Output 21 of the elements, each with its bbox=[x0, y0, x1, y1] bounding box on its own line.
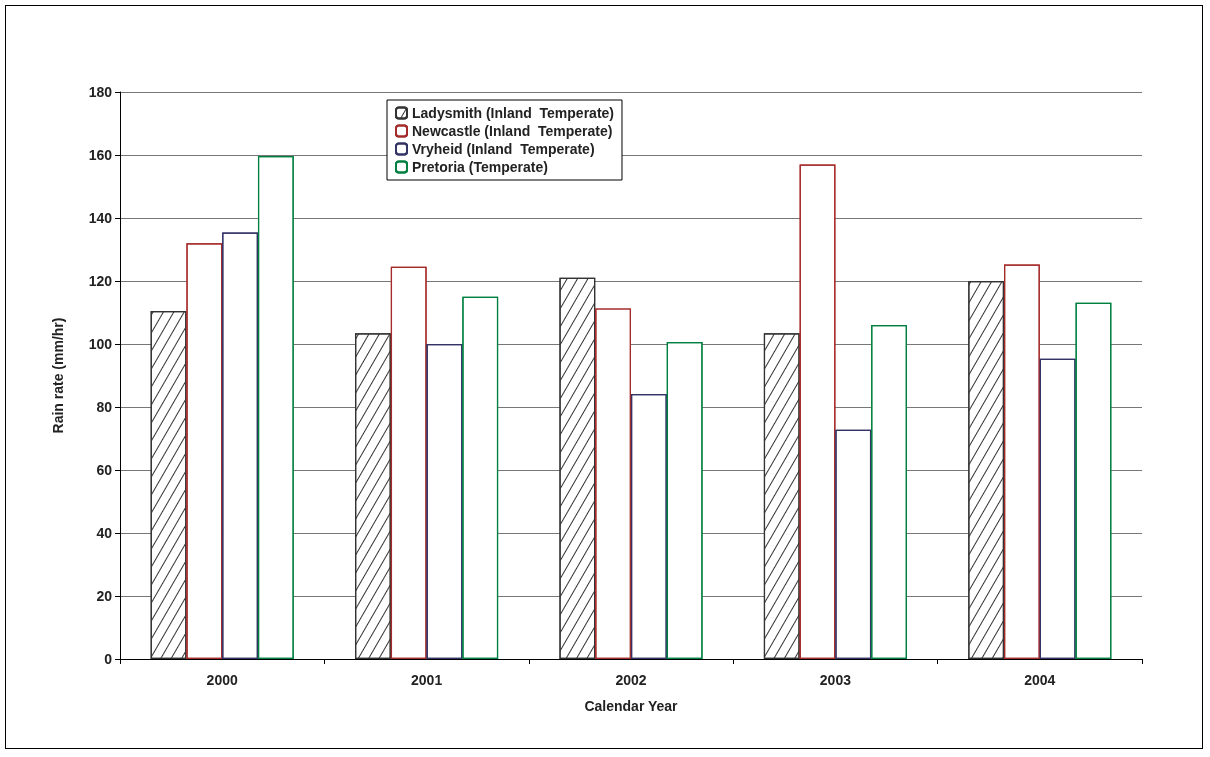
y-tick-label: 140 bbox=[88, 210, 113, 226]
y-tick-label: 40 bbox=[96, 525, 113, 541]
x-tick-label: 2004 bbox=[1024, 672, 1056, 688]
x-axis-title: Calendar Year bbox=[584, 698, 679, 714]
x-tick-label: 2002 bbox=[615, 672, 647, 688]
legend-label: Pretoria (Temperate) bbox=[412, 159, 548, 175]
x-tick-label: 2001 bbox=[411, 672, 443, 688]
y-tick-label: 0 bbox=[104, 651, 113, 667]
y-tick-label: 160 bbox=[88, 147, 113, 163]
x-tick-label: 2000 bbox=[206, 672, 238, 688]
legend-label: Newcastle (Inland Temperate) bbox=[412, 123, 613, 139]
y-tick-label: 80 bbox=[96, 399, 113, 415]
y-axis-title: Rain rate (mm/hr) bbox=[50, 317, 66, 434]
y-tick-label: 100 bbox=[88, 336, 113, 352]
y-tick-label: 60 bbox=[96, 462, 113, 478]
legend-label: Vryheid (Inland Temperate) bbox=[412, 141, 595, 157]
legend-label: Ladysmith (Inland Temperate) bbox=[412, 105, 614, 121]
y-tick-label: 120 bbox=[88, 273, 113, 289]
y-tick-label: 20 bbox=[96, 588, 113, 604]
y-tick-label: 180 bbox=[88, 84, 113, 100]
x-tick-label: 2003 bbox=[819, 672, 852, 688]
